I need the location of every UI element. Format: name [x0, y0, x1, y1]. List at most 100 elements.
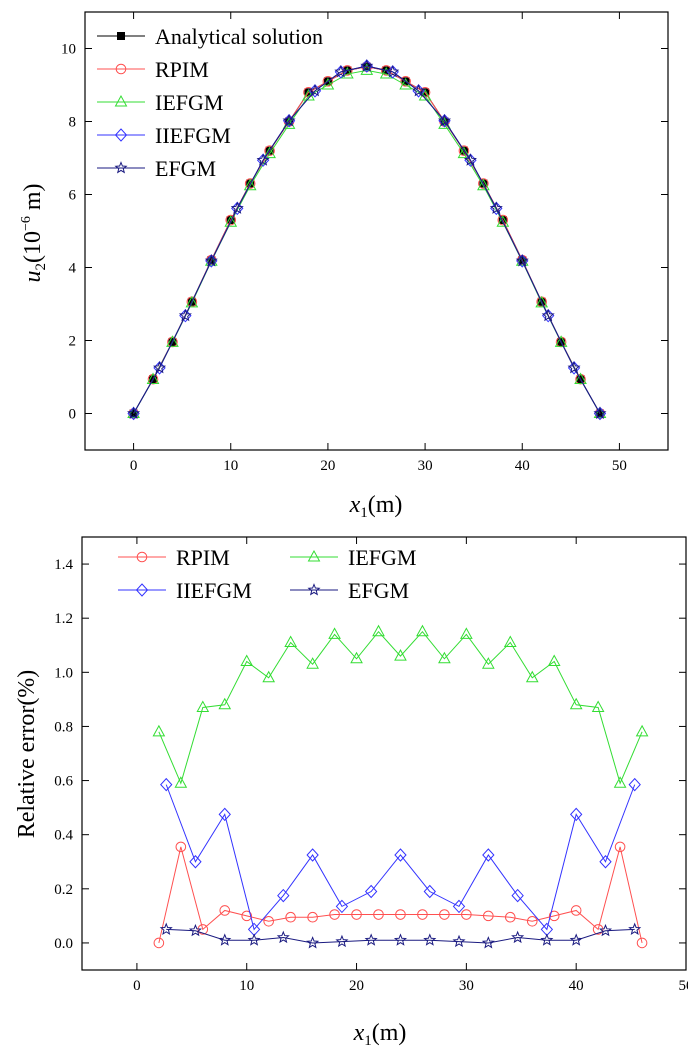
data-point-efgm: [204, 254, 218, 267]
y-axis-title: Relative error(%): [14, 670, 40, 839]
legend-label: IIEFGM: [176, 578, 252, 603]
legend: Analytical solution RPIM IEFGM IIEFGM EFGM: [97, 24, 323, 181]
y-tick-label: 0.6: [54, 774, 73, 790]
data-point-iefgm: [240, 654, 254, 666]
y-tick-label: 6: [69, 188, 77, 204]
data-point-efgm: [515, 254, 529, 267]
data-point-iefgm: [457, 146, 471, 159]
data-point-rpim: [351, 909, 362, 920]
data-point-rpim: [614, 841, 626, 853]
data-point-efgm: [438, 113, 452, 127]
data-point-iefgm: [635, 724, 649, 737]
x-tick-label: 30: [418, 458, 433, 474]
data-point-efgm: [463, 153, 477, 166]
data-point-iefgm: [515, 254, 529, 266]
series-efgm: [159, 922, 642, 949]
y-tick-label: 10: [61, 42, 76, 58]
series-group: [127, 59, 607, 421]
legend-label: RPIM: [176, 545, 230, 570]
y-tick-label: 0.2: [54, 882, 73, 898]
data-point-iefgm: [574, 372, 587, 385]
data-point-efgm: [218, 933, 232, 946]
data-point-iiefgm: [306, 848, 319, 862]
data-point-iefgm: [460, 627, 473, 639]
x-tick-label: 50: [612, 458, 627, 474]
legend-marker-rpim: [115, 63, 127, 75]
legend-label: IEFGM: [155, 90, 223, 115]
data-point-iefgm: [152, 724, 166, 737]
data-point-iefgm: [328, 627, 341, 639]
x-axis-title: x1(m): [353, 1020, 407, 1049]
data-point-rpim: [197, 924, 209, 935]
data-point-iefgm: [224, 215, 238, 227]
series-line-iiefgm: [165, 784, 636, 931]
legend-marker-iefgm: [114, 94, 128, 107]
data-point-iefgm: [196, 700, 210, 712]
data-point-efgm: [511, 930, 525, 944]
data-point-iefgm: [399, 77, 412, 90]
data-point-iefgm: [166, 335, 179, 347]
data-point-rpim: [417, 909, 428, 920]
x-tick-label: 30: [459, 978, 474, 994]
relative-error-chart: 0 10 20 30 40 50 0.0 0.2 0.4 0.6 0.8 1.0 1.2 1.4 RPIM…: [14, 536, 688, 1049]
legend-item-rpim: RPIM: [97, 57, 209, 82]
data-point-rpim: [322, 76, 334, 87]
legend-item-analytical: Analytical solution: [97, 24, 323, 49]
data-point-iefgm: [481, 657, 495, 669]
data-point-iefgm: [496, 215, 510, 227]
data-point-iefgm: [416, 624, 429, 637]
data-point-efgm: [412, 83, 426, 97]
series-line-efgm: [166, 928, 635, 944]
series-iiefgm: [160, 777, 641, 937]
legend-item-iiefgm: IIEFGM: [97, 123, 231, 148]
legend-marker-efgm: [114, 161, 128, 174]
data-point-iiefgm: [277, 888, 290, 903]
data-point-iefgm: [321, 77, 335, 90]
y-tick-label: 1.0: [54, 665, 73, 681]
data-point-iefgm: [591, 700, 605, 712]
data-point-iefgm: [204, 254, 218, 266]
y-tick-label: 4: [69, 261, 77, 277]
data-point-iefgm: [284, 635, 298, 648]
data-point-efgm: [481, 936, 495, 949]
data-point-iefgm: [306, 657, 319, 669]
data-point-efgm: [256, 153, 270, 166]
y-tick-label: 8: [69, 115, 77, 131]
legend-item-efgm: EFGM: [97, 156, 216, 181]
data-point-efgm: [593, 406, 607, 420]
data-point-rpim: [592, 924, 604, 935]
data-point-iefgm: [372, 624, 385, 637]
legend-marker-efgm: [307, 583, 321, 596]
data-point-efgm: [541, 308, 555, 322]
x-tick-label: 40: [569, 978, 584, 994]
data-point-efgm: [306, 936, 320, 949]
data-point-rpim: [636, 937, 648, 949]
data-point-efgm: [308, 83, 322, 97]
y-tick-label: 0.4: [54, 828, 73, 844]
data-point-iefgm: [350, 651, 363, 664]
data-point-iiefgm: [452, 899, 466, 914]
data-point-iefgm: [547, 654, 561, 666]
data-point-rpim: [153, 937, 165, 949]
series-efgm: [127, 59, 607, 420]
data-point-rpim: [461, 909, 472, 920]
data-point-efgm: [335, 934, 349, 948]
series-iefgm: [152, 624, 649, 788]
y-tick-label: 0.0: [54, 936, 73, 952]
data-point-efgm: [334, 65, 348, 78]
data-point-iiefgm: [189, 855, 202, 869]
data-point-iefgm: [127, 406, 140, 418]
data-point-rpim: [285, 911, 296, 923]
series-iefgm: [127, 63, 607, 418]
data-point-iiefgm: [364, 884, 378, 899]
legend-marker-iiefgm: [135, 583, 149, 597]
data-point-efgm: [489, 201, 503, 214]
y-tick-label: 0.8: [54, 719, 73, 735]
series-line-efgm: [133, 65, 601, 414]
plot-frame: [81, 536, 687, 971]
x-tick-label: 0: [130, 458, 138, 474]
legend: RPIM IEFGM IIEFGM EFGM: [118, 545, 416, 603]
data-point-iiefgm: [335, 899, 349, 914]
y-tick-label: 1.4: [54, 557, 73, 573]
data-point-efgm: [159, 922, 173, 935]
